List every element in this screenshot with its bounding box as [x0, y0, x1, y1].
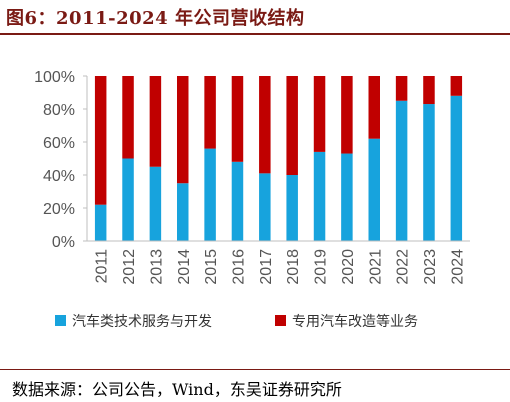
x-tick-label: 2013	[148, 249, 165, 285]
bar-2011-series-1	[94, 204, 107, 241]
y-tick-label: 100%	[34, 69, 75, 86]
bar-2018-series-1	[286, 175, 298, 241]
bar-2015-series-2	[204, 76, 216, 149]
bar-2019-series-2	[313, 76, 326, 152]
bar-2012-series-2	[122, 76, 134, 159]
x-tick-label: 2022	[395, 249, 412, 285]
bar-2017-series-1	[259, 173, 271, 241]
bar-2016-series-2	[231, 76, 244, 162]
bar-2024-series-1	[450, 95, 463, 241]
bar-2011-series-2	[94, 76, 107, 205]
x-tick-label: 2018	[285, 249, 302, 285]
chart-title: 图6：2011-2024 年公司营收结构	[6, 8, 305, 29]
legend: 汽车类技术服务与开发 专用汽车改造等业务	[55, 313, 418, 330]
legend-label-series-1: 汽车类技术服务与开发	[72, 313, 212, 330]
bar-2023-series-1	[423, 104, 435, 241]
y-tick-label: 0%	[52, 234, 75, 251]
bar-2018-series-2	[286, 76, 298, 175]
bar-2017-series-2	[259, 76, 271, 174]
x-tick-label: 2017	[258, 249, 275, 285]
y-tick-label: 80%	[43, 102, 75, 119]
x-tick-label: 2019	[313, 249, 330, 285]
bar-2016-series-1	[231, 161, 244, 241]
legend-swatch-series-2	[275, 315, 286, 326]
bar-2020-series-1	[341, 153, 353, 241]
bar-2013-series-1	[149, 166, 162, 241]
x-tick-label: 2016	[230, 249, 247, 285]
y-tick-label: 40%	[43, 168, 75, 185]
y-tick-label: 20%	[43, 201, 75, 218]
bar-2024-series-2	[450, 76, 463, 96]
bar-2022-series-2	[395, 76, 408, 101]
bar-2015-series-1	[204, 148, 216, 241]
x-tick-label: 2021	[367, 249, 384, 285]
bar-2021-series-2	[368, 76, 380, 139]
x-tick-label: 2024	[449, 249, 466, 285]
title-rule	[0, 33, 510, 35]
bar-2013-series-2	[149, 76, 162, 167]
bar-2019-series-1	[313, 151, 326, 241]
x-tick-label: 2014	[176, 249, 193, 285]
bar-2014-series-2	[177, 76, 189, 184]
legend-swatch-series-1	[55, 315, 66, 326]
x-tick-label: 2011	[94, 249, 111, 284]
x-tick-label: 2015	[203, 249, 220, 285]
bar-2020-series-2	[341, 76, 353, 154]
x-tick-label: 2012	[121, 249, 138, 285]
y-tick-label: 60%	[43, 135, 75, 152]
x-tick-label: 2020	[340, 249, 357, 285]
bar-2021-series-1	[368, 138, 380, 241]
source-note: 数据来源：公司公告，Wind，东吴证券研究所	[12, 380, 342, 399]
bar-2014-series-1	[177, 183, 189, 241]
bar-2012-series-1	[122, 158, 134, 241]
x-tick-label: 2023	[422, 249, 439, 285]
bar-2022-series-1	[395, 100, 408, 241]
footer-rule	[0, 369, 510, 370]
bar-2023-series-2	[423, 76, 435, 105]
legend-label-series-2: 专用汽车改造等业务	[292, 313, 418, 330]
